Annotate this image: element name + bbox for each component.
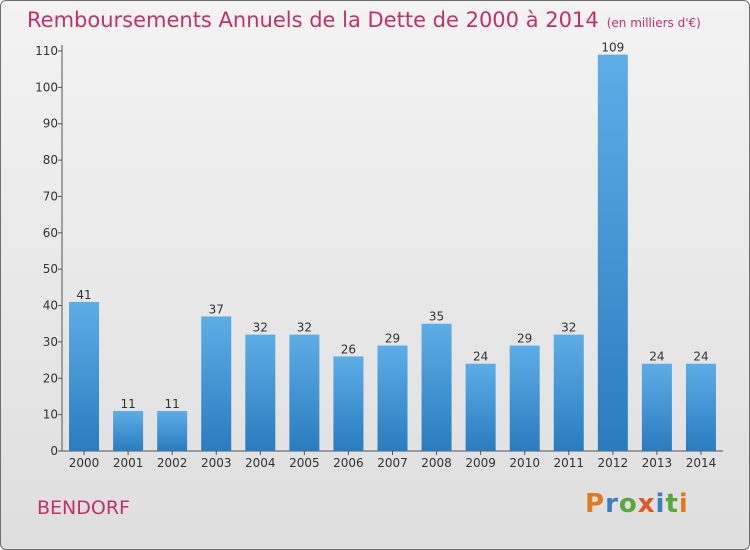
chart-title-text: Remboursements Annuels de la Dette de 20…: [27, 8, 599, 32]
x-tick-label: 2013: [642, 456, 673, 470]
y-tick-label: 40: [43, 299, 58, 313]
x-tick-label: 2011: [553, 456, 584, 470]
y-tick-label: 110: [35, 44, 58, 58]
logo-letter: t: [665, 489, 679, 519]
data-label: 24: [649, 350, 664, 364]
x-tick-label: 2007: [377, 456, 408, 470]
x-tick-label: 2005: [289, 456, 320, 470]
y-tick-label: 10: [43, 408, 58, 422]
data-label: 41: [76, 288, 91, 302]
y-tick-label: 70: [43, 189, 58, 203]
x-tick-label: 2001: [113, 456, 144, 470]
bar: [465, 363, 496, 451]
data-label: 109: [601, 41, 624, 55]
chart-subtitle: (en milliers d'€): [606, 16, 701, 30]
x-tick-label: 2010: [509, 456, 540, 470]
logo-letter: o: [618, 489, 638, 519]
y-tick-label: 100: [35, 80, 58, 94]
bar: [333, 356, 364, 451]
logo-letter: x: [637, 489, 656, 519]
x-tick-label: 2000: [69, 456, 100, 470]
bar: [157, 411, 188, 451]
logo-letter: i: [678, 489, 689, 519]
x-tick-label: 2009: [465, 456, 496, 470]
logo-letter: P: [585, 489, 606, 519]
x-tick-label: 2012: [598, 456, 629, 470]
x-tick-label: 2003: [201, 456, 232, 470]
data-label: 32: [297, 321, 312, 335]
x-tick-label: 2008: [421, 456, 452, 470]
data-label: 24: [473, 350, 488, 364]
bar: [201, 316, 232, 451]
y-tick-label: 90: [43, 117, 58, 131]
data-label: 32: [253, 321, 268, 335]
data-label: 11: [165, 397, 180, 411]
x-tick-label: 2002: [157, 456, 188, 470]
data-label: 26: [341, 342, 356, 356]
y-tick-label: 60: [43, 226, 58, 240]
proxiti-logo: Proxiti: [585, 489, 689, 519]
x-tick-label: 2014: [686, 456, 717, 470]
bar: [641, 363, 672, 451]
y-tick-label: 30: [43, 335, 58, 349]
data-label: 32: [561, 321, 576, 335]
chart-title: Remboursements Annuels de la Dette de 20…: [27, 8, 701, 32]
bar: [377, 345, 408, 451]
commune-name: BENDORF: [37, 497, 130, 519]
x-tick-label: 2006: [333, 456, 364, 470]
bar: [69, 301, 100, 451]
x-tick-label: 2004: [245, 456, 276, 470]
data-label: 37: [209, 302, 224, 316]
y-tick-label: 80: [43, 153, 58, 167]
data-label: 11: [120, 397, 135, 411]
logo-letter: i: [655, 489, 666, 519]
bar: [245, 334, 276, 451]
bar: [685, 363, 716, 451]
data-label: 24: [693, 350, 708, 364]
bar: [421, 323, 452, 451]
data-label: 35: [429, 310, 444, 324]
y-tick-label: 50: [43, 262, 58, 276]
y-tick-label: 20: [43, 371, 58, 385]
bar: [553, 334, 584, 451]
y-tick-label: 0: [50, 444, 58, 458]
bar: [509, 345, 540, 451]
data-label: 29: [385, 332, 400, 346]
bar: [113, 411, 144, 451]
logo-letter: r: [605, 489, 619, 519]
data-label: 29: [517, 332, 532, 346]
bar: [289, 334, 320, 451]
bar: [597, 54, 628, 452]
